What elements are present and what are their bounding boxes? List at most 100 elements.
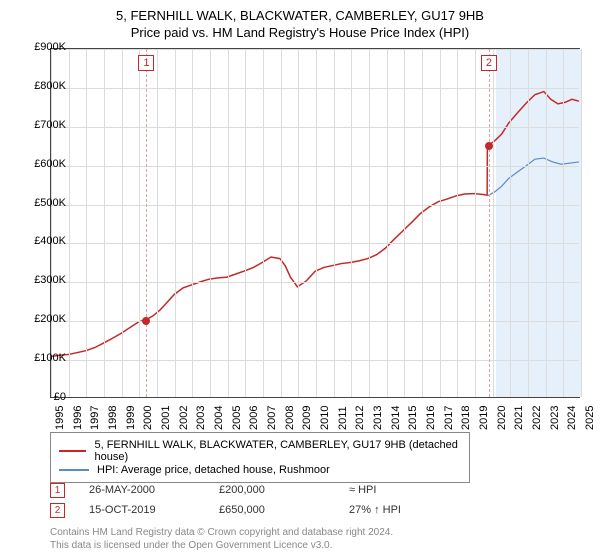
- title-address: 5, FERNHILL WALK, BLACKWATER, CAMBERLEY,…: [0, 8, 600, 23]
- gridline-v: [493, 49, 494, 397]
- gridline-v: [175, 49, 176, 397]
- gridline-v: [157, 49, 158, 397]
- x-axis-label: 2000: [142, 406, 154, 430]
- gridline-h: [51, 321, 579, 322]
- gridline-v: [281, 49, 282, 397]
- sale-point-dot: [142, 317, 150, 325]
- chart-container: 5, FERNHILL WALK, BLACKWATER, CAMBERLEY,…: [0, 0, 600, 560]
- x-axis-label: 2013: [372, 406, 384, 430]
- gridline-h: [51, 127, 579, 128]
- legend-item: 5, FERNHILL WALK, BLACKWATER, CAMBERLEY,…: [59, 439, 461, 463]
- gridline-v: [122, 49, 123, 397]
- gridline-v: [210, 49, 211, 397]
- transaction-date: 15-OCT-2019: [89, 504, 219, 516]
- x-axis-label: 1999: [125, 406, 137, 430]
- footer-attribution: Contains HM Land Registry data © Crown c…: [50, 526, 393, 552]
- x-axis-label: 2007: [266, 406, 278, 430]
- y-axis-label: £300K: [20, 274, 66, 286]
- gridline-v: [104, 49, 105, 397]
- series-line-hpi: [487, 158, 579, 196]
- transaction-row: 1 26-MAY-2000 £200,000 ≈ HPI: [50, 480, 479, 500]
- gridline-v: [387, 49, 388, 397]
- gridline-v: [51, 49, 52, 397]
- x-axis-label: 2010: [319, 406, 331, 430]
- y-axis-label: £200K: [20, 313, 66, 325]
- x-axis-label: 2014: [390, 406, 402, 430]
- x-axis-label: 2008: [284, 406, 296, 430]
- x-axis-label: 1997: [89, 406, 101, 430]
- sale-point-dot: [485, 142, 493, 150]
- gridline-v: [298, 49, 299, 397]
- x-axis-label: 2005: [231, 406, 243, 430]
- y-axis-label: £700K: [20, 119, 66, 131]
- transaction-marker: 1: [50, 483, 65, 498]
- x-axis-label: 2019: [478, 406, 490, 430]
- gridline-v: [245, 49, 246, 397]
- x-axis-label: 2004: [213, 406, 225, 430]
- series-line-property: [51, 92, 579, 357]
- x-axis-label: 1995: [54, 406, 66, 430]
- gridline-v: [334, 49, 335, 397]
- gridline-h: [51, 166, 579, 167]
- y-axis-label: £400K: [20, 235, 66, 247]
- chart-plot-area: 12: [50, 48, 580, 398]
- gridline-v: [228, 49, 229, 397]
- gridline-v: [139, 49, 140, 397]
- gridline-v: [422, 49, 423, 397]
- gridline-v: [316, 49, 317, 397]
- x-axis-label: 2023: [549, 406, 561, 430]
- x-axis-label: 2022: [531, 406, 543, 430]
- y-axis-label: £100K: [20, 352, 66, 364]
- transaction-vs-hpi: ≈ HPI: [349, 484, 479, 496]
- x-axis-label: 2003: [195, 406, 207, 430]
- y-axis-label: £600K: [20, 158, 66, 170]
- title-subtitle: Price paid vs. HM Land Registry's House …: [0, 25, 600, 40]
- y-axis-label: £0: [20, 391, 66, 403]
- x-axis-label: 2015: [407, 406, 419, 430]
- x-axis-label: 2006: [248, 406, 260, 430]
- x-axis-label: 2024: [566, 406, 578, 430]
- gridline-v: [510, 49, 511, 397]
- x-axis-label: 2001: [160, 406, 172, 430]
- transaction-price: £650,000: [219, 504, 349, 516]
- gridline-v: [528, 49, 529, 397]
- gridline-v: [475, 49, 476, 397]
- x-axis-label: 2002: [178, 406, 190, 430]
- legend-box: 5, FERNHILL WALK, BLACKWATER, CAMBERLEY,…: [50, 432, 470, 483]
- gridline-v: [192, 49, 193, 397]
- transaction-price: £200,000: [219, 484, 349, 496]
- legend-label: 5, FERNHILL WALK, BLACKWATER, CAMBERLEY,…: [94, 439, 461, 463]
- transaction-table: 1 26-MAY-2000 £200,000 ≈ HPI 2 15-OCT-20…: [50, 480, 479, 520]
- legend-swatch: [59, 469, 89, 471]
- gridline-h: [51, 205, 579, 206]
- transaction-date: 26-MAY-2000: [89, 484, 219, 496]
- legend-swatch: [59, 450, 86, 452]
- transaction-row: 2 15-OCT-2019 £650,000 27% ↑ HPI: [50, 500, 479, 520]
- gridline-v: [457, 49, 458, 397]
- gridline-v: [69, 49, 70, 397]
- marker-dashed-line: [489, 49, 490, 397]
- chart-lines-svg: [51, 49, 579, 397]
- legend-item: HPI: Average price, detached house, Rush…: [59, 464, 461, 476]
- x-axis-label: 2020: [496, 406, 508, 430]
- gridline-v: [263, 49, 264, 397]
- gridline-v: [546, 49, 547, 397]
- gridline-h: [51, 282, 579, 283]
- footer-line2: This data is licensed under the Open Gov…: [50, 539, 393, 552]
- title-block: 5, FERNHILL WALK, BLACKWATER, CAMBERLEY,…: [0, 0, 600, 40]
- x-axis-label: 2009: [301, 406, 313, 430]
- gridline-v: [369, 49, 370, 397]
- x-axis-label: 2012: [354, 406, 366, 430]
- x-axis-label: 2018: [460, 406, 472, 430]
- marker-box: 1: [138, 55, 154, 71]
- transaction-vs-hpi: 27% ↑ HPI: [349, 504, 479, 516]
- gridline-v: [404, 49, 405, 397]
- x-axis-label: 2021: [513, 406, 525, 430]
- gridline-v: [440, 49, 441, 397]
- gridline-h: [51, 49, 579, 50]
- x-axis-label: 2017: [443, 406, 455, 430]
- x-axis-label: 1998: [107, 406, 119, 430]
- legend-label: HPI: Average price, detached house, Rush…: [97, 464, 330, 476]
- gridline-h: [51, 360, 579, 361]
- y-axis-label: £500K: [20, 197, 66, 209]
